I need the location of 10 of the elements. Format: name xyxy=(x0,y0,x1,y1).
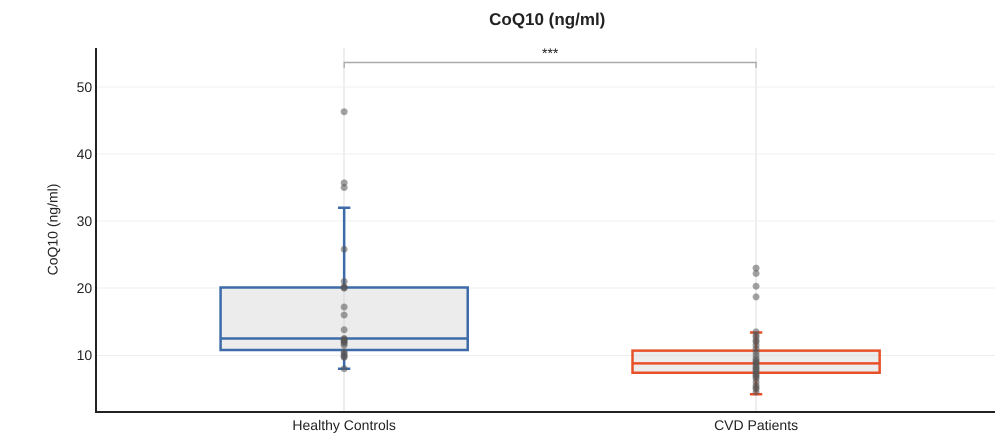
y-tick-label: 20 xyxy=(76,280,92,296)
x-tick-label: CVD Patients xyxy=(714,416,798,433)
y-tick-label: 40 xyxy=(76,146,92,162)
y-tick-label: 50 xyxy=(76,78,92,95)
y-tick-label: 10 xyxy=(76,347,92,364)
annotation: *** xyxy=(542,45,559,61)
y-tick-label: 30 xyxy=(76,213,92,230)
y-axis-title: CoQ10 (ng/ml) xyxy=(44,184,61,276)
x-tick-label: Healthy Controls xyxy=(292,416,396,433)
chart-title: CoQ10 (ng/ml) xyxy=(489,10,606,30)
